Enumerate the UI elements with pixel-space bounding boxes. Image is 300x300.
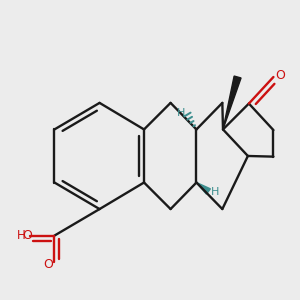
- Polygon shape: [223, 76, 241, 129]
- Text: O: O: [44, 258, 53, 271]
- Text: H: H: [212, 188, 220, 197]
- Polygon shape: [196, 182, 210, 194]
- Text: O: O: [22, 229, 32, 242]
- Text: O: O: [275, 69, 285, 82]
- Text: H: H: [177, 108, 185, 118]
- Text: H: H: [17, 229, 26, 242]
